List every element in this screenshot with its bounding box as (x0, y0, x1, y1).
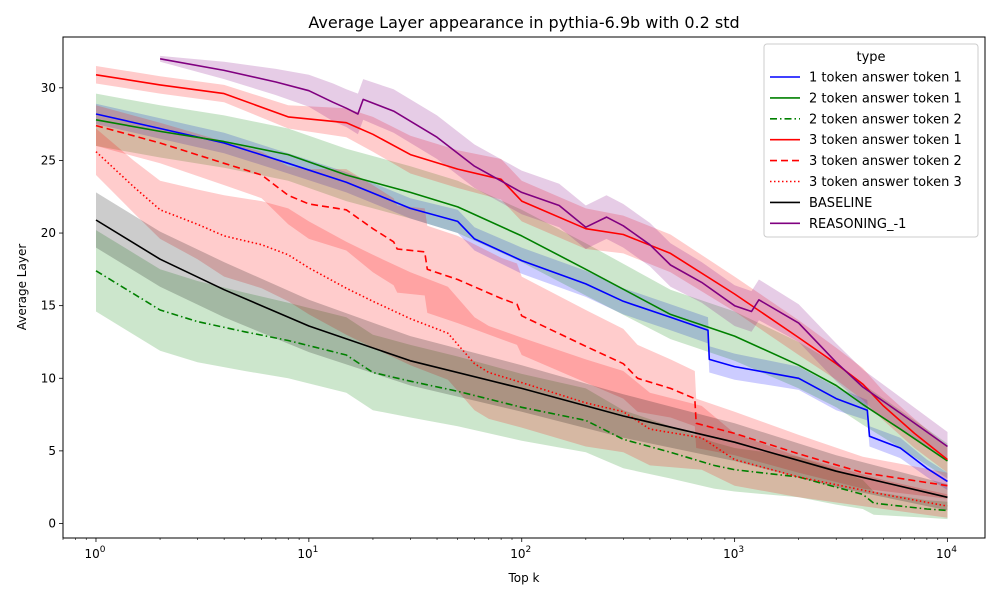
series-line-1-token-answer-token-1 (95, 113, 948, 483)
legend-label-3-token-answer-token-3: 3 token answer token 3 (809, 175, 962, 190)
series-line-3-token-answer-token-2 (95, 124, 948, 487)
band-2-token-answer-token-1 (96, 93, 948, 479)
series-line-2-token-answer-token-1 (95, 119, 948, 462)
x-tick-label: 103 (723, 545, 744, 561)
y-tick-label: 30 (41, 81, 56, 95)
band-3-token-answer-token-3 (96, 128, 948, 518)
y-tick-label: 5 (48, 444, 56, 458)
legend-label-3-token-answer-token-2: 3 token answer token 2 (809, 154, 962, 169)
series-line-3-token-answer-token-1 (95, 74, 948, 461)
series-lines (95, 58, 948, 512)
y-tick-label: 0 (48, 516, 56, 530)
y-tick-label: 15 (41, 299, 56, 313)
series-line-3-token-answer-token-3 (95, 151, 948, 507)
legend-label-1-token-answer-token-1: 1 token answer token 1 (809, 71, 962, 86)
y-tick-label: 20 (41, 226, 56, 240)
plot-frame (62, 36, 986, 539)
legend-label-3-token-answer-token-1: 3 token answer token 1 (809, 133, 962, 148)
band-2-token-answer-token-2 (96, 230, 948, 520)
x-tick-label: 102 (510, 545, 531, 561)
y-tick-label: 10 (41, 371, 56, 385)
y-tick-label: 25 (41, 153, 56, 167)
legend-label-2-token-answer-token-1: 2 token answer token 1 (809, 91, 962, 106)
x-tick-label: 104 (936, 545, 957, 561)
x-axis-label: Top k (507, 571, 539, 585)
x-tick-label: 101 (297, 545, 318, 561)
legend-label-baseline: BASELINE (809, 196, 872, 211)
band-3-token-answer-token-2 (96, 105, 948, 499)
confidence-bands (96, 55, 948, 520)
series-line-2-token-answer-token-2 (95, 270, 948, 512)
x-axis: 100 101 102 103 104 (62, 538, 957, 561)
legend-frame (763, 43, 979, 238)
band-baseline (96, 192, 948, 511)
x-tick-label: 100 (84, 545, 105, 561)
y-axis-label: Average Layer (15, 244, 29, 331)
y-axis: 0 5 10 15 20 25 30 (41, 81, 63, 530)
legend-label-reasoning-1: REASONING_-1 (809, 217, 906, 232)
series-line-reasoning-1 (159, 58, 948, 448)
series-line-baseline (95, 219, 948, 499)
legend-label-2-token-answer-token-2: 2 token answer token 2 (809, 112, 962, 127)
band-1-token-answer-token-1 (96, 103, 948, 491)
chart-title: Average Layer appearance in pythia-6.9b … (308, 13, 739, 32)
legend: type 1 token answer token 1 2 token answe… (763, 43, 979, 238)
legend-title: type (856, 50, 885, 65)
